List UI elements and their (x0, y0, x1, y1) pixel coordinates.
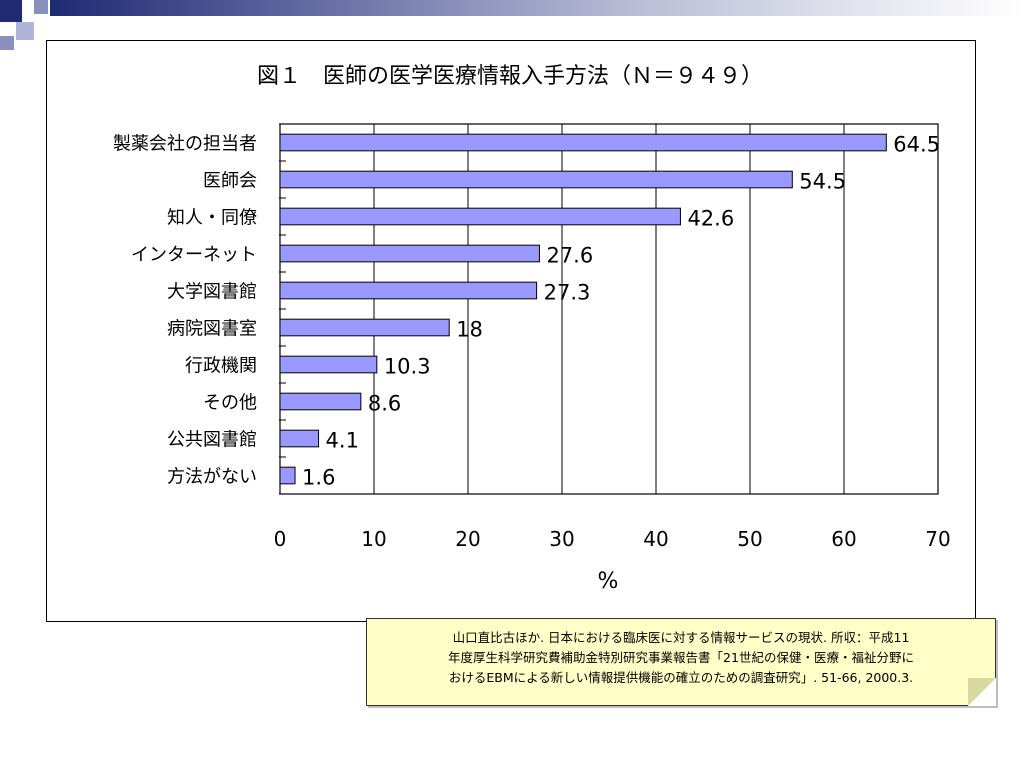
bar (279, 318, 450, 337)
x-tick-label: 20 (455, 527, 480, 551)
data-label: 64.5 (893, 133, 940, 157)
category-label: 医師会 (203, 171, 257, 192)
category-label: 病院図書室 (167, 319, 257, 340)
category-label: 公共図書館 (167, 430, 257, 451)
category-label: 知人・同僚 (167, 208, 257, 229)
citation-note: 山口直比古ほか. 日本における臨床医に対する情報サービスの現状. 所収：平成11… (366, 618, 996, 706)
x-axis-label: % (598, 569, 619, 594)
bar (279, 244, 540, 263)
bar (279, 355, 378, 374)
corner-square-dark (0, 0, 22, 22)
slide-header-bar (50, 0, 1024, 16)
x-tick-label: 70 (925, 527, 950, 551)
note-fold-corner (968, 678, 996, 706)
bar (279, 133, 887, 152)
bar (279, 281, 538, 300)
data-label: 10.3 (384, 355, 431, 379)
x-tick-label: 40 (643, 527, 668, 551)
corner-square-mid (16, 22, 34, 40)
data-label: 42.6 (687, 207, 734, 231)
corner-square-light (34, 0, 48, 14)
citation-line-3: おけるEBMによる新しい情報提供機能の確立のための調査研究」. 51-66, 2… (448, 670, 914, 685)
bar (279, 170, 793, 189)
data-label: 18 (456, 318, 483, 342)
bar (279, 207, 681, 226)
category-label: インターネット (131, 245, 257, 266)
x-tick-label: 10 (361, 527, 386, 551)
x-tick-label: 0 (274, 527, 287, 551)
chart-title: 図１ 医師の医学医療情報入手方法（Ｎ＝９４９） (257, 64, 763, 89)
bar (279, 429, 320, 448)
category-label: 行政機関 (185, 356, 257, 377)
x-tick-label: 60 (831, 527, 856, 551)
data-label: 4.1 (326, 429, 359, 453)
plot-area: 0 10 20 30 40 50 60 70 製薬会社の担当者 64.5 医師会 54.5 知人・同僚 4… (113, 123, 951, 551)
category-label: 大学図書館 (167, 282, 257, 303)
x-tick-label: 50 (737, 527, 762, 551)
category-label: 方法がない (167, 467, 257, 488)
data-label: 54.5 (799, 170, 846, 194)
category-label: 製薬会社の担当者 (113, 134, 257, 155)
citation-line-2: 年度厚生科学研究費補助金特別研究事業報告書「21世紀の保健・医療・福祉分野に (448, 650, 914, 665)
corner-square-small (0, 36, 14, 50)
category-label: その他 (203, 393, 257, 414)
data-label: 27.3 (544, 281, 591, 305)
bar (279, 392, 362, 411)
bar (279, 466, 296, 485)
citation-line-1: 山口直比古ほか. 日本における臨床医に対する情報サービスの現状. 所収：平成11 (452, 630, 910, 645)
data-label: 8.6 (368, 392, 401, 416)
data-label: 1.6 (302, 466, 335, 490)
x-tick-label: 30 (549, 527, 574, 551)
data-label: 27.6 (546, 244, 593, 268)
